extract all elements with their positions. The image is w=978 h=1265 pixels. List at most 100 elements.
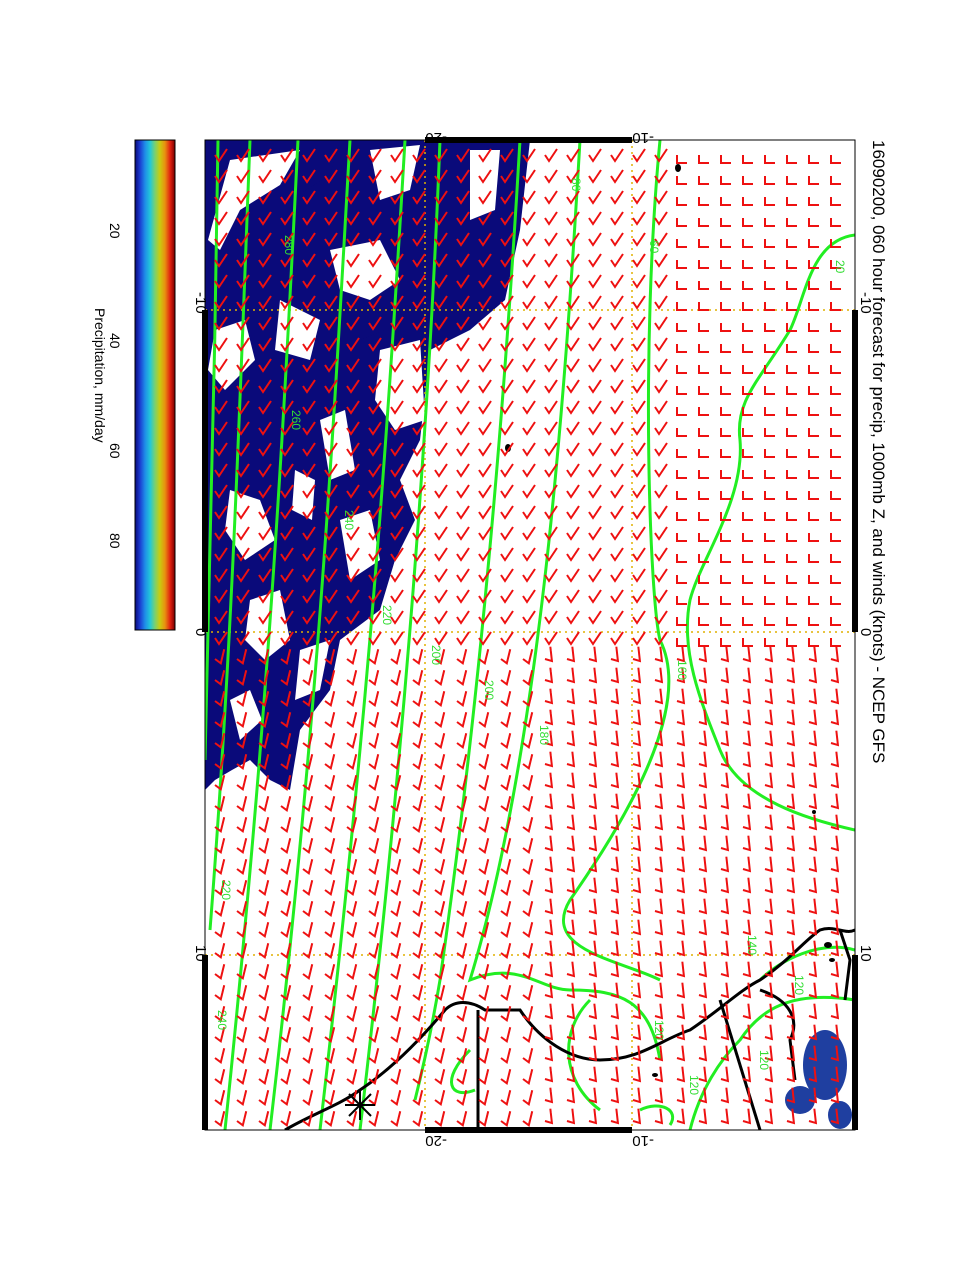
wind-barb-icon — [302, 943, 314, 959]
wind-barb-icon — [698, 751, 708, 768]
wind-barb-icon — [588, 190, 602, 205]
wind-barb-icon — [280, 526, 294, 541]
wind-barb-icon — [588, 982, 598, 999]
wind-barb-icon — [764, 877, 774, 894]
wind-barb-icon — [434, 547, 448, 562]
wind-barb-icon — [830, 688, 840, 705]
wind-barb-icon — [742, 709, 752, 726]
wind-barb-icon — [676, 176, 687, 185]
wind-barb-icon — [434, 796, 446, 812]
wind-barb-icon — [500, 484, 514, 499]
wind-barb-icon — [742, 596, 753, 605]
bottom-tick-label: -20 — [425, 1132, 447, 1149]
wind-barb-icon — [676, 709, 686, 726]
wind-barb-icon — [566, 877, 576, 894]
wind-barb-icon — [522, 484, 536, 499]
right-tick-label: 10 — [857, 945, 874, 962]
wind-barb-icon — [786, 617, 797, 626]
wind-barb-icon — [632, 358, 646, 373]
wind-barb-icon — [434, 1006, 446, 1022]
wind-barb-icon — [676, 407, 687, 416]
wind-barb-icon — [368, 232, 382, 247]
wind-barb-icon — [632, 646, 642, 663]
wind-barb-icon — [720, 302, 731, 311]
wind-barb-icon — [434, 253, 448, 268]
wind-barb-icon — [698, 491, 709, 500]
wind-barb-icon — [588, 253, 602, 268]
wind-barb-icon — [786, 512, 797, 521]
wind-barb-icon — [214, 1111, 226, 1127]
wind-barb-icon — [258, 316, 272, 331]
wind-barb-icon — [412, 421, 426, 436]
wind-barb-icon — [478, 775, 490, 791]
wind-barb-icon — [676, 961, 686, 978]
wind-barb-icon — [632, 982, 642, 999]
wind-barb-icon — [478, 169, 492, 184]
wind-barb-icon — [566, 1003, 576, 1020]
wind-barb-icon — [698, 575, 709, 584]
wind-barb-icon — [632, 814, 642, 831]
wind-barb-icon — [720, 239, 731, 248]
wind-barb-icon — [412, 484, 426, 499]
wind-barb-icon — [434, 649, 446, 665]
wind-barb-icon — [500, 1111, 512, 1127]
wind-barb-icon — [698, 281, 709, 290]
wind-barb-icon — [390, 295, 404, 310]
wind-barb-icon — [324, 316, 338, 331]
wind-barb-icon — [434, 922, 446, 938]
wind-barb-icon — [764, 646, 774, 663]
wind-barb-icon — [412, 1027, 424, 1043]
wind-barb-icon — [214, 775, 226, 791]
wind-barb-icon — [544, 148, 558, 163]
wind-barb-icon — [544, 688, 554, 705]
wind-barb-icon — [676, 470, 687, 479]
wind-barb-icon — [676, 365, 687, 374]
wind-barb-icon — [676, 814, 686, 831]
wind-barb-icon — [786, 554, 797, 563]
wind-barb-icon — [786, 449, 797, 458]
wind-barb-icon — [764, 1087, 774, 1104]
contour-label: 280 — [282, 235, 296, 255]
wind-barb-icon — [346, 796, 358, 812]
wind-barb-icon — [478, 589, 492, 604]
wind-barb-icon — [830, 877, 840, 894]
wind-barb-icon — [500, 1048, 512, 1064]
wind-barb-icon — [500, 1027, 512, 1043]
wind-barb-icon — [478, 796, 490, 812]
wind-barb-icon — [654, 463, 668, 478]
wind-barb-icon — [456, 484, 470, 499]
wind-barb-icon — [764, 554, 775, 563]
wind-barb-icon — [808, 856, 818, 873]
wind-barb-icon — [478, 295, 492, 310]
wind-barb-icon — [456, 775, 468, 791]
wind-barb-icon — [368, 358, 382, 373]
wind-barb-icon — [456, 1027, 468, 1043]
wind-barb-icon — [368, 922, 380, 938]
wind-barb-icon — [830, 1066, 840, 1083]
wind-barb-icon — [500, 421, 514, 436]
wind-barb-icon — [236, 1048, 248, 1064]
wind-barb-icon — [258, 838, 270, 854]
wind-barb-icon — [324, 796, 336, 812]
wind-barb-icon — [412, 1111, 424, 1127]
wind-barb-icon — [324, 379, 338, 394]
wind-barb-icon — [588, 709, 598, 726]
wind-barb-icon — [544, 379, 558, 394]
wind-barb-icon — [302, 817, 314, 833]
wind-barb-icon — [302, 253, 316, 268]
wind-barb-icon — [764, 961, 774, 978]
wind-barb-icon — [258, 274, 272, 289]
wind-barb-icon — [302, 631, 316, 646]
wind-barb-icon — [258, 817, 270, 833]
wind-barb-icon — [412, 754, 424, 770]
wind-barb-icon — [808, 1087, 818, 1104]
wind-barb-icon — [522, 922, 534, 938]
wind-barb-icon — [368, 754, 380, 770]
wind-barb-icon — [368, 505, 382, 520]
wind-barb-icon — [676, 751, 686, 768]
wind-barb-icon — [434, 691, 446, 707]
wind-barb-icon — [434, 775, 446, 791]
wind-barb-icon — [566, 337, 580, 352]
wind-barb-icon — [214, 316, 228, 331]
wind-barb-icon — [544, 442, 558, 457]
